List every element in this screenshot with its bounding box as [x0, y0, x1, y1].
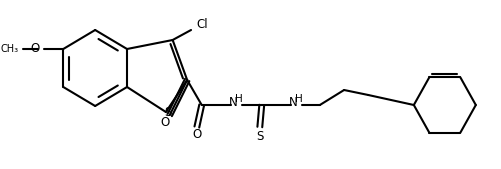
Text: N: N [290, 95, 298, 108]
Text: O: O [31, 42, 40, 55]
Text: O: O [192, 128, 201, 141]
Text: O: O [160, 116, 169, 129]
Text: H: H [234, 94, 242, 104]
Text: N: N [229, 95, 238, 108]
Text: S: S [256, 129, 264, 142]
Text: Cl: Cl [196, 18, 207, 30]
Text: CH₃: CH₃ [1, 44, 19, 54]
Text: S: S [164, 106, 171, 119]
Text: H: H [295, 94, 303, 104]
